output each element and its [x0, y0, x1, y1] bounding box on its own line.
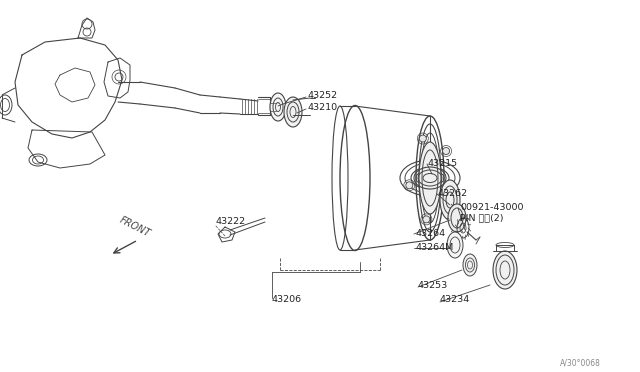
Text: 43210: 43210 [307, 103, 337, 112]
Circle shape [423, 216, 430, 223]
Text: 43222: 43222 [215, 218, 245, 227]
Text: 43215: 43215 [428, 158, 458, 167]
Ellipse shape [447, 232, 463, 258]
Text: 43253: 43253 [418, 280, 448, 289]
Text: 43264M: 43264M [415, 243, 453, 251]
Text: PIN ピン(2): PIN ピン(2) [460, 214, 504, 222]
Text: 43234: 43234 [440, 295, 470, 305]
Circle shape [443, 148, 449, 154]
Circle shape [419, 135, 426, 142]
Ellipse shape [284, 97, 302, 127]
Ellipse shape [270, 93, 286, 121]
Text: 43264: 43264 [415, 228, 445, 237]
Text: A/30°0068: A/30°0068 [560, 359, 601, 368]
Text: FRONT: FRONT [118, 215, 152, 239]
Circle shape [445, 196, 452, 202]
Ellipse shape [493, 251, 517, 289]
Ellipse shape [440, 180, 460, 220]
Ellipse shape [448, 204, 466, 232]
Text: 00921-43000: 00921-43000 [460, 202, 524, 212]
Ellipse shape [463, 254, 477, 276]
Circle shape [406, 182, 413, 189]
Text: 43252: 43252 [307, 92, 337, 100]
Text: 43206: 43206 [272, 295, 302, 305]
Text: 43262: 43262 [438, 189, 468, 198]
Ellipse shape [419, 142, 441, 214]
